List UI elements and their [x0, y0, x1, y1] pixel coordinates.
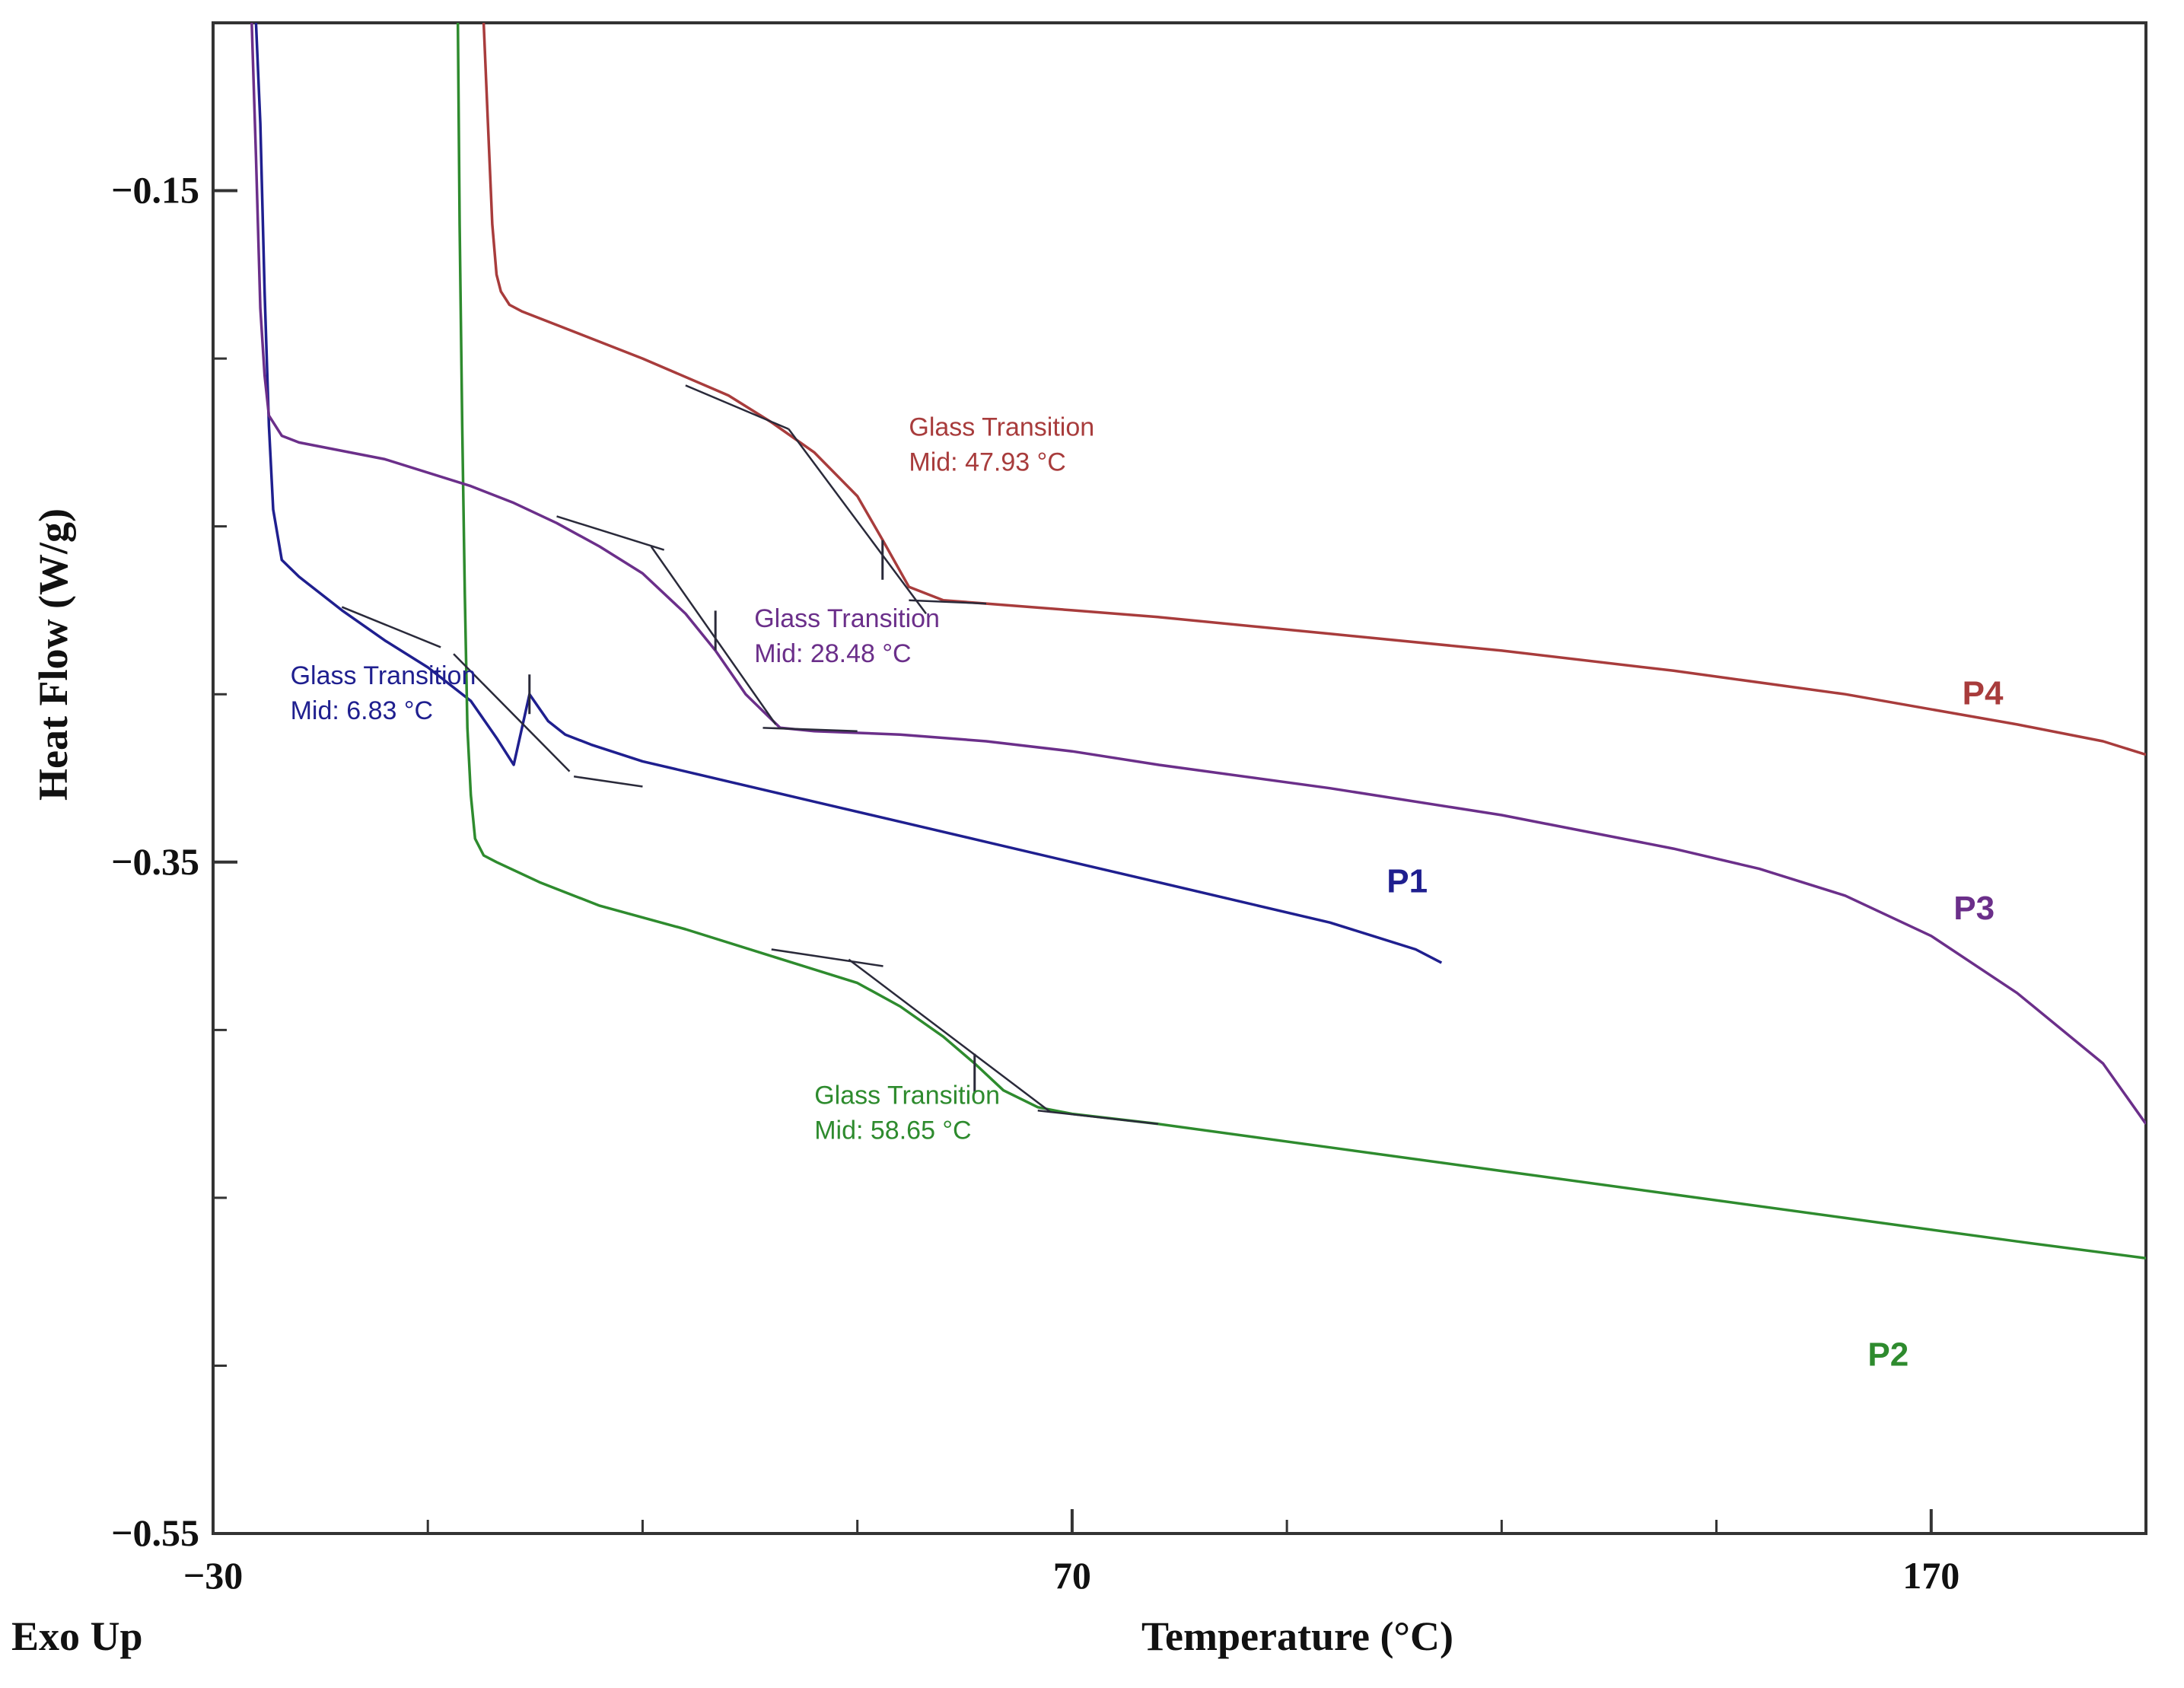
tg-tangent-steep-p1 — [453, 653, 571, 772]
x-tick-label: 170 — [1902, 1554, 1960, 1597]
tg-label-p3: Glass Transition — [754, 604, 940, 633]
axes: −0.15 −0.35 −0.55−30 70 170 — [111, 21, 2147, 1597]
plot-frame — [212, 21, 2147, 1535]
series-label-p3: P3 — [1953, 890, 1995, 927]
tg-tangent-on-p3 — [556, 515, 665, 551]
tg-tangent-steep-p2 — [848, 958, 1052, 1113]
series-line-p1 — [254, 23, 1443, 964]
exo-up-label: Exo Up — [11, 1613, 143, 1659]
series-label-p4: P4 — [1963, 674, 2004, 712]
series-line-p3 — [250, 23, 2146, 1125]
tg-label-p4: Mid: 47.93 °C — [909, 448, 1065, 477]
tg-label-p1: Mid: 6.83 °C — [291, 696, 433, 725]
series-line-p2 — [456, 23, 2146, 1260]
y-tick-label: −0.15 — [111, 169, 199, 212]
tg-tangent-steep-p4 — [788, 428, 927, 615]
tg-tangent-on-p1 — [341, 606, 441, 648]
series-labels: Glass Transition Mid: 6.83 °C P1 Glass Tran… — [291, 413, 2004, 1374]
x-axis-title: Temperature (°C) — [1141, 1613, 1453, 1659]
tg-label-p4: Glass Transition — [909, 413, 1094, 442]
tg-label-p2: Mid: 58.65 °C — [814, 1116, 971, 1145]
tg-tangent-off-p4 — [909, 599, 987, 605]
y-tick-label: −0.35 — [111, 840, 199, 883]
tg-tangent-off-p3 — [762, 727, 858, 732]
tg-tangent-off-p2 — [1037, 1109, 1158, 1126]
tg-label-p2: Glass Transition — [814, 1081, 1000, 1110]
series-layer — [250, 23, 2146, 1260]
x-tick-label: 70 — [1053, 1554, 1091, 1597]
tg-tangent-off-p1 — [573, 776, 643, 788]
glass-transition-annotations — [341, 384, 1158, 1126]
y-tick-label: −0.55 — [111, 1511, 199, 1554]
tg-tangent-on-p2 — [771, 948, 883, 967]
tg-tangent-steep-p3 — [650, 546, 777, 725]
series-label-p1: P1 — [1386, 862, 1428, 900]
x-tick-label: −30 — [183, 1554, 244, 1597]
tg-tangent-on-p4 — [685, 384, 789, 430]
tg-label-p1: Glass Transition — [291, 661, 476, 690]
tg-label-p3: Mid: 28.48 °C — [754, 639, 911, 668]
series-label-p2: P2 — [1867, 1336, 1909, 1373]
y-axis-title: Heat Flow (W/g) — [30, 508, 76, 801]
series-line-p4 — [482, 23, 2146, 756]
